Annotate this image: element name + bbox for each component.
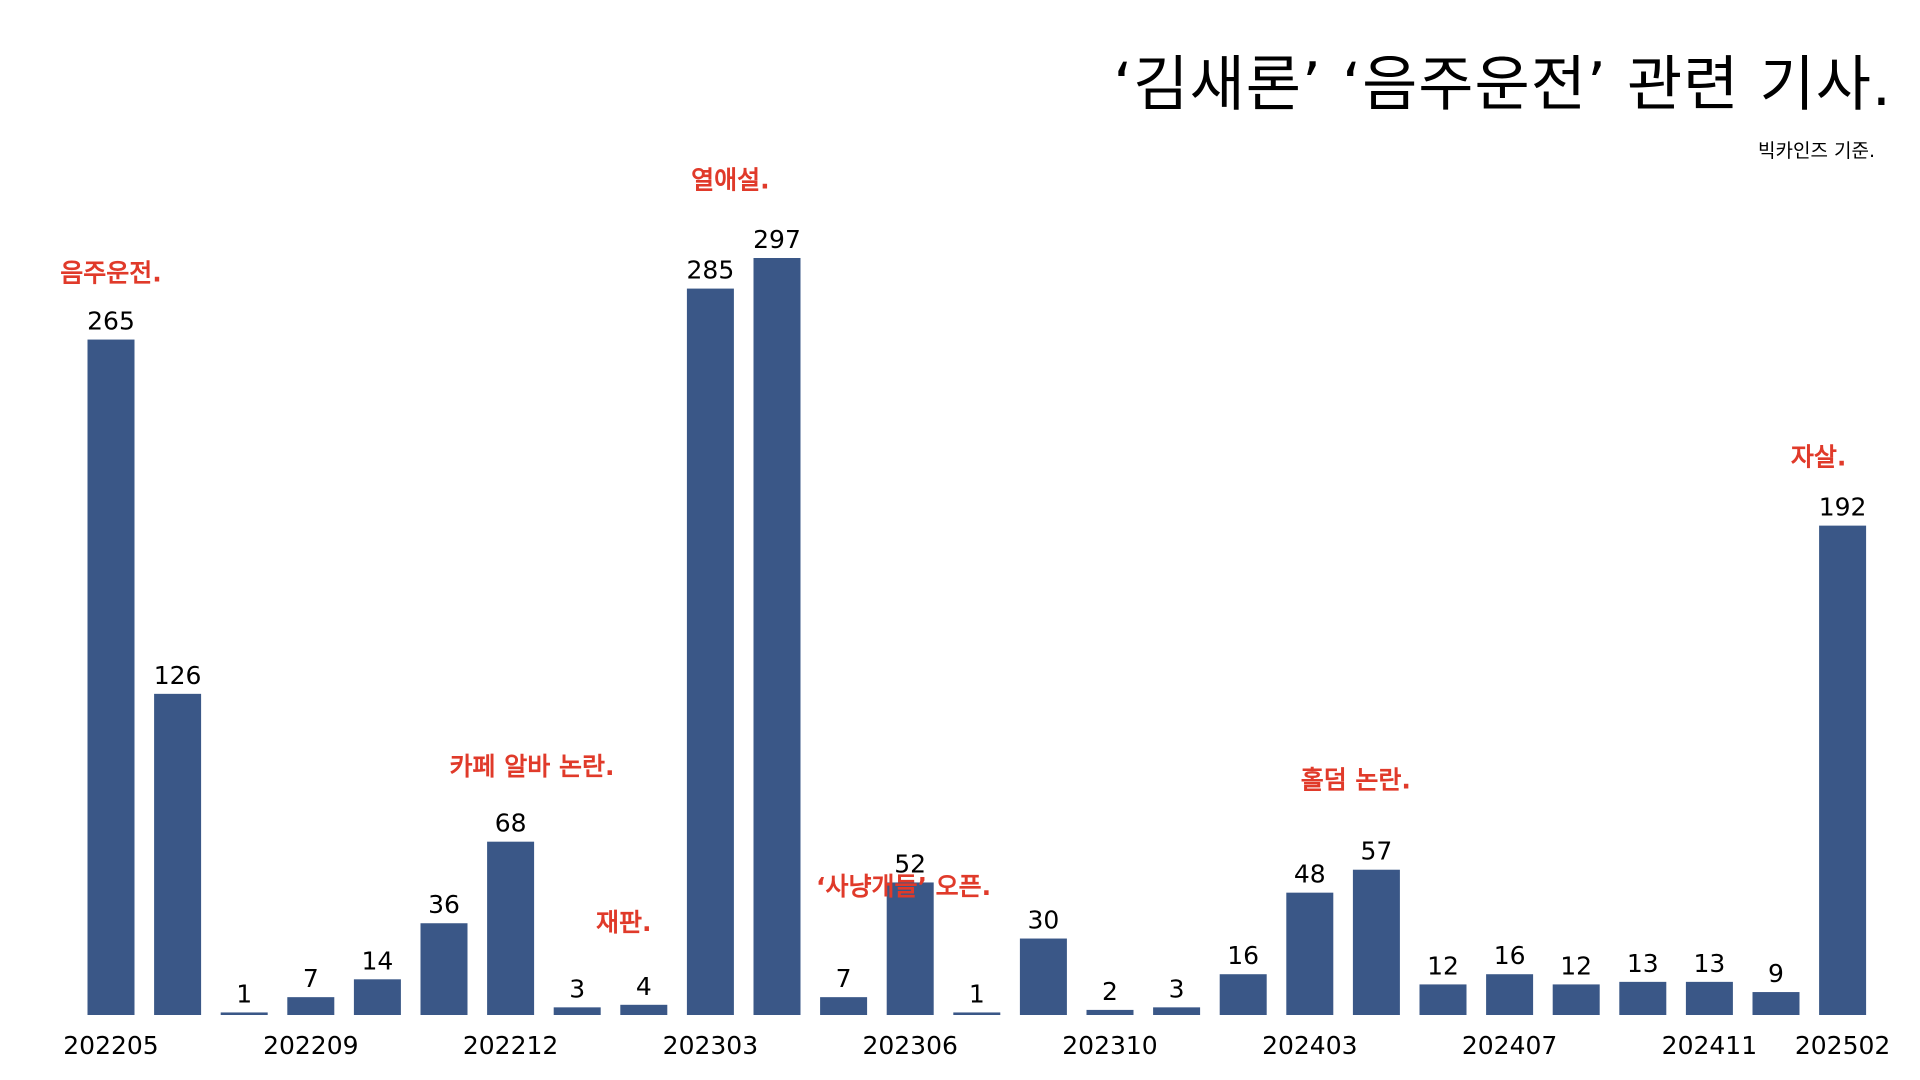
bar bbox=[1419, 984, 1467, 1015]
bar bbox=[353, 979, 401, 1015]
data-label: 3 bbox=[569, 974, 585, 1003]
bar bbox=[1486, 974, 1534, 1015]
data-label: 9 bbox=[1768, 959, 1784, 988]
annotation-label: 열애설. bbox=[691, 166, 770, 195]
bar bbox=[1819, 525, 1867, 1015]
data-label: 126 bbox=[154, 661, 202, 690]
data-label: 1 bbox=[969, 979, 985, 1008]
bar bbox=[487, 841, 535, 1015]
data-label: 1 bbox=[236, 979, 252, 1008]
data-label: 13 bbox=[1693, 949, 1725, 978]
annotation-label: 자살. bbox=[1791, 443, 1847, 472]
bar bbox=[686, 288, 734, 1016]
bar bbox=[87, 339, 135, 1016]
bar bbox=[553, 1007, 601, 1015]
data-label: 16 bbox=[1227, 941, 1259, 970]
x-tick-label: 202209 bbox=[263, 1031, 358, 1060]
bar bbox=[1685, 981, 1733, 1015]
bar bbox=[953, 1012, 1001, 1015]
data-label: 4 bbox=[636, 972, 652, 1001]
bar bbox=[1286, 892, 1334, 1015]
bar bbox=[1086, 1009, 1134, 1015]
data-label: 2 bbox=[1102, 977, 1118, 1006]
data-label: 48 bbox=[1294, 860, 1326, 889]
bar bbox=[1352, 869, 1400, 1015]
data-label: 12 bbox=[1427, 951, 1459, 980]
data-label: 297 bbox=[753, 225, 801, 254]
data-label: 30 bbox=[1027, 906, 1059, 935]
bar bbox=[753, 258, 801, 1015]
bar bbox=[1153, 1007, 1201, 1015]
bar bbox=[420, 923, 468, 1015]
x-tick-label: 202502 bbox=[1795, 1031, 1890, 1060]
data-label: 285 bbox=[687, 256, 735, 285]
bar bbox=[620, 1004, 668, 1015]
data-label: 7 bbox=[836, 964, 852, 993]
x-tick-label: 202407 bbox=[1462, 1031, 1557, 1060]
data-label: 52 bbox=[894, 849, 926, 878]
data-label: 265 bbox=[87, 307, 135, 336]
x-tick-label: 202403 bbox=[1262, 1031, 1357, 1060]
x-tick-label: 202303 bbox=[663, 1031, 758, 1060]
annotation-label: ‘사냥개들’ 오픈. bbox=[816, 872, 991, 901]
bar bbox=[287, 997, 335, 1015]
bar bbox=[1619, 981, 1667, 1015]
data-label: 36 bbox=[428, 890, 460, 919]
annotation-label: 음주운전. bbox=[60, 259, 162, 288]
data-label: 192 bbox=[1819, 493, 1867, 522]
bar bbox=[1752, 992, 1800, 1015]
x-tick-label: 202212 bbox=[463, 1031, 558, 1060]
bar bbox=[154, 693, 202, 1015]
chart-subtitle: 빅카인즈 기준. bbox=[1758, 140, 1875, 162]
data-label: 68 bbox=[495, 809, 527, 838]
bar bbox=[220, 1012, 268, 1015]
data-label: 3 bbox=[1169, 974, 1185, 1003]
annotation-label: 재판. bbox=[596, 908, 652, 937]
bar bbox=[1019, 938, 1067, 1015]
x-tick-label: 202306 bbox=[862, 1031, 957, 1060]
data-label: 14 bbox=[361, 946, 393, 975]
chart-title: ‘김새론’ ‘음주운전’ 관련 기사. bbox=[1113, 50, 1892, 120]
data-label: 13 bbox=[1627, 949, 1659, 978]
data-label: 12 bbox=[1560, 951, 1592, 980]
data-label: 7 bbox=[303, 964, 319, 993]
bar bbox=[1552, 984, 1600, 1015]
data-label: 16 bbox=[1494, 941, 1526, 970]
x-tick-label: 202411 bbox=[1662, 1031, 1757, 1060]
bar bbox=[886, 882, 934, 1015]
bar bbox=[820, 997, 868, 1015]
data-label: 57 bbox=[1360, 837, 1392, 866]
x-tick-label: 202310 bbox=[1062, 1031, 1157, 1060]
bar bbox=[1219, 974, 1267, 1015]
annotation-label: 카페 알바 논란. bbox=[450, 752, 615, 781]
x-tick-label: 202205 bbox=[63, 1031, 158, 1060]
annotation-label: 홀덤 논란. bbox=[1301, 766, 1411, 795]
